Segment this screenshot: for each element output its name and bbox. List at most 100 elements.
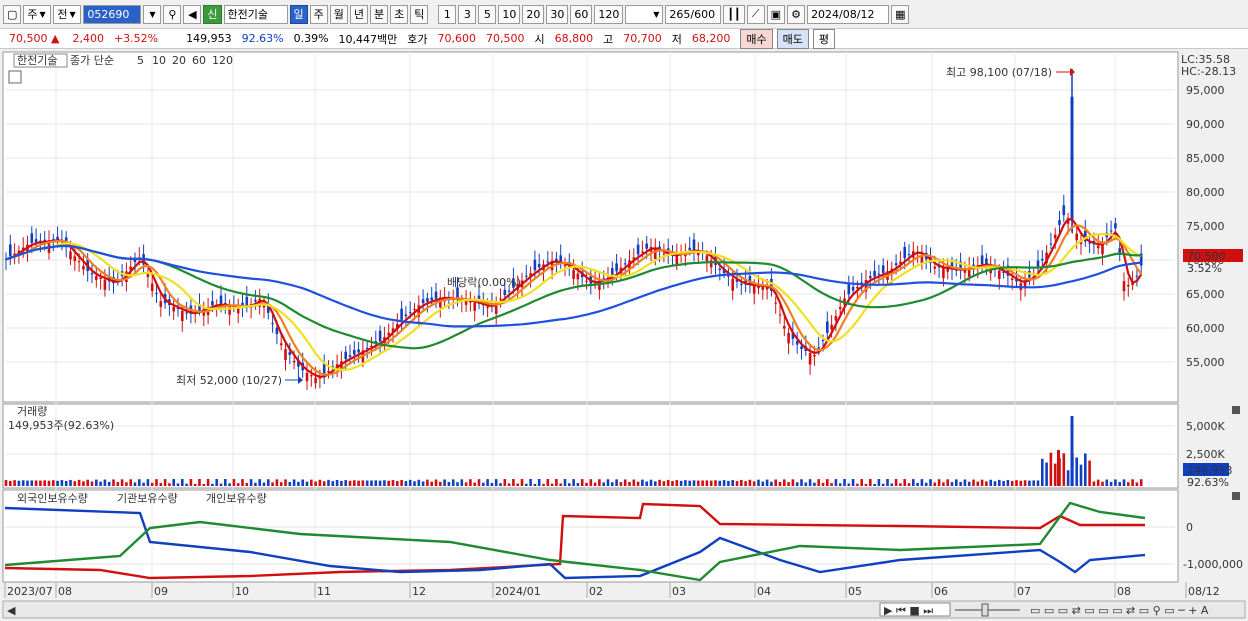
stock-name-field[interactable]: 한전기술 [223, 4, 288, 24]
volume-bar [314, 481, 317, 486]
candle-body [112, 276, 115, 284]
candle-body [1122, 281, 1126, 292]
stock-chip-label: 한전기술 [17, 54, 57, 67]
volume-bar [1028, 480, 1031, 486]
volume-bar [241, 479, 244, 486]
candle-body [834, 315, 838, 321]
interval-60[interactable]: 60 [570, 4, 593, 24]
volume-bar [447, 482, 451, 486]
volume-bar [353, 480, 356, 486]
settings-button[interactable]: ⚙ [787, 4, 806, 24]
volume-bar [619, 482, 623, 486]
price-y-label: 65,000 [1186, 288, 1225, 301]
volume-bar [563, 479, 567, 486]
volume-bar [344, 480, 347, 486]
x-axis-label: 06 [934, 585, 948, 598]
tab-year[interactable]: 년 [349, 4, 369, 24]
buy-button[interactable]: 매수 [740, 28, 773, 49]
volume-bar [645, 481, 648, 486]
stock-chart[interactable]: 95,00090,00085,00080,00075,00070,00065,0… [0, 50, 1248, 620]
stock-code-input[interactable]: 052690 [83, 4, 142, 24]
scroll-left-icon[interactable]: ◀ [7, 604, 16, 617]
candle-body [933, 266, 937, 269]
candle-body [718, 268, 722, 270]
candle-body [800, 346, 803, 350]
eval-button[interactable]: 평 [812, 28, 836, 49]
save-button[interactable]: ▣ [766, 4, 786, 24]
interval-20[interactable]: 20 [522, 4, 545, 24]
volume-bar [834, 479, 838, 486]
volume-bar [176, 483, 180, 486]
volume-bar [972, 479, 975, 486]
candle-body [348, 355, 352, 357]
volume-bar [692, 480, 696, 486]
date-input[interactable]: 2024/08/12 [807, 4, 890, 24]
volume-bar [606, 479, 610, 486]
volume-bar [864, 483, 868, 486]
candle-body [688, 247, 691, 250]
volume-bar [959, 481, 962, 486]
chart-table-icon[interactable] [8, 70, 22, 84]
x-axis-label: 11 [317, 585, 331, 598]
tab-minute[interactable]: 분 [370, 4, 389, 24]
holding-close-icon[interactable] [1232, 492, 1240, 500]
volume-bar [808, 479, 812, 486]
candle-body [1084, 230, 1087, 242]
volume-bar [387, 480, 390, 486]
sound-button[interactable]: ◀ [183, 4, 202, 24]
interval-3[interactable]: 3 [458, 4, 477, 24]
candle-body [254, 299, 257, 302]
interval-1[interactable]: 1 [438, 4, 457, 24]
candle-body [546, 261, 550, 263]
candle-body [267, 303, 270, 313]
count-input[interactable]: 265/600 [665, 4, 722, 24]
candle-type-button[interactable]: ┃┃ [723, 4, 745, 24]
x-axis-label: 04 [757, 585, 771, 598]
search-icon: ⚲ [168, 7, 177, 21]
candle-body [69, 251, 72, 260]
search-button[interactable]: ⚲ [163, 4, 182, 24]
candle-body [73, 256, 77, 262]
open-label: 시 [534, 32, 545, 46]
draw-tool-button[interactable]: ⟋ [746, 4, 765, 24]
volume-bar [920, 479, 924, 486]
code-dropdown-button[interactable]: ▼ [143, 4, 162, 24]
tab-month[interactable]: 월 [329, 4, 348, 24]
candle-body [43, 239, 46, 242]
window-icon[interactable]: ▢ [3, 4, 22, 24]
volume-bar [297, 481, 300, 486]
low-price: 68,200 [691, 32, 731, 45]
calendar-button[interactable]: ▦ [891, 4, 910, 24]
institution-holding-line [4, 506, 1146, 580]
hc-label: HC:-28.13 [1181, 65, 1236, 78]
tab-tick[interactable]: 틱 [410, 4, 429, 24]
tab-day[interactable]: 일 [289, 4, 308, 24]
stock-chip[interactable] [13, 53, 68, 68]
volume-bar [856, 483, 859, 486]
tool-icons[interactable]: ▭ ▭ ▭ ⇄ ▭ ▭ ▭ ⇄ ▭ ⚲ ▭ ─ + A [1030, 604, 1209, 617]
volume-close-icon[interactable] [1232, 406, 1240, 414]
playback-controls[interactable] [879, 602, 951, 617]
interval-120[interactable]: 120 [594, 4, 624, 24]
interval-custom-input[interactable]: ▼ [625, 4, 664, 24]
sell-button[interactable]: 매도 [776, 28, 809, 49]
volume-bar [598, 479, 601, 486]
holding-y-label: -1,000,000 [1183, 558, 1243, 571]
candle-body [4, 258, 8, 260]
candle-body [783, 326, 786, 329]
zoom-slider-handle[interactable] [981, 603, 989, 617]
period-type-select[interactable]: 전 ▼ [53, 4, 82, 24]
volume-bar [155, 479, 158, 486]
interval-10[interactable]: 10 [498, 4, 521, 24]
interval-30[interactable]: 30 [546, 4, 569, 24]
market-mode-select[interactable]: 주 ▼ [23, 4, 52, 24]
volume-bar [933, 482, 937, 486]
candle-body [30, 233, 34, 243]
candle-body [387, 332, 390, 336]
price-y-label: 55,000 [1186, 356, 1225, 369]
interval-5[interactable]: 5 [478, 4, 497, 24]
candle-body [146, 274, 150, 278]
tab-week[interactable]: 주 [309, 4, 328, 24]
candle-body [636, 244, 640, 255]
tab-second[interactable]: 초 [390, 4, 409, 24]
